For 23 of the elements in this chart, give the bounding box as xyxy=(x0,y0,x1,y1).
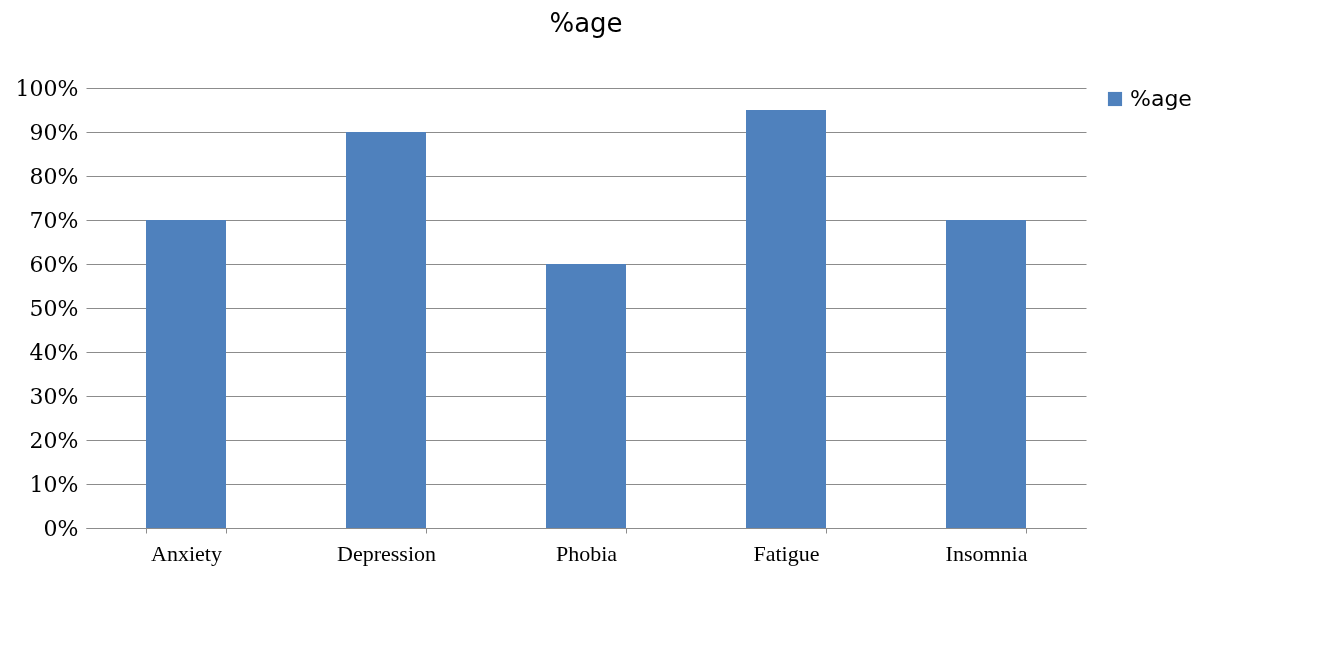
x-tick-label: Depression xyxy=(337,540,436,566)
bar xyxy=(546,264,626,528)
legend-label: %age xyxy=(1130,86,1192,111)
y-tick-label: 100% xyxy=(15,75,79,101)
bar xyxy=(746,110,826,528)
y-tick-label: 90% xyxy=(29,119,79,145)
y-tick-label: 30% xyxy=(29,383,79,409)
y-tick-label: 80% xyxy=(29,163,79,189)
chart-title: %age xyxy=(549,8,623,38)
y-tick-label: 70% xyxy=(29,207,79,233)
x-tick-label: Insomnia xyxy=(945,540,1028,566)
y-tick-label: 60% xyxy=(29,251,79,277)
y-tick-label: 40% xyxy=(29,339,79,365)
x-tick-label: Fatigue xyxy=(753,540,820,566)
y-tick-label: 0% xyxy=(43,515,79,541)
x-tick-label: Anxiety xyxy=(151,540,222,566)
y-tick-label: 20% xyxy=(29,427,79,453)
x-tick-label: Phobia xyxy=(555,540,618,566)
bar xyxy=(946,220,1026,528)
bar xyxy=(146,220,226,528)
y-tick-label: 10% xyxy=(29,471,79,497)
bar xyxy=(346,132,426,528)
y-tick-label: 50% xyxy=(29,295,79,321)
